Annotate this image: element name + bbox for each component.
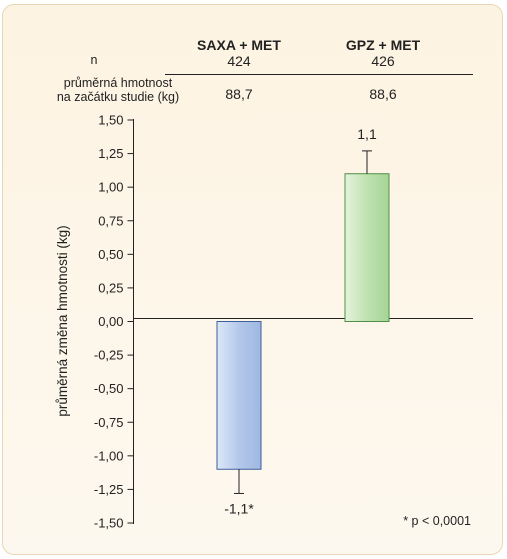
significance-footnote: * p < 0,0001 [403, 514, 471, 528]
y-tick-label: -1,50 [94, 516, 124, 531]
bar-0 [216, 321, 262, 470]
y-tick-label: 1,25 [98, 146, 123, 161]
chart-frame: SAXA + MET GPZ + MET n 424 426 průměrná … [2, 4, 503, 555]
y-tick-label: -0,75 [94, 415, 124, 430]
category-header-0: SAXA + MET [197, 37, 281, 53]
bar-chart: SAXA + MET GPZ + MET n 424 426 průměrná … [55, 37, 473, 531]
y-tick-label: 1,00 [98, 180, 123, 195]
bar-1 [344, 173, 390, 322]
n-label: n [91, 53, 98, 67]
y-tick-label: -1,00 [94, 448, 124, 463]
y-axis-title: průměrná změna hmotnosti (kg) [55, 225, 70, 416]
baseline-weight-label-line1: průměrná hmotnost [64, 76, 173, 90]
y-tick-label: -0,25 [94, 348, 124, 363]
y-tick-label: -0,50 [94, 381, 124, 396]
y-tick-label: 1,50 [98, 113, 123, 128]
y-tick-label: 0,25 [98, 280, 123, 295]
y-tick-label: 0,50 [98, 247, 123, 262]
value-label-1: 1,1 [357, 126, 377, 142]
y-tick-label: -1,25 [94, 482, 124, 497]
category-header-1: GPZ + MET [346, 37, 421, 53]
y-tick-label: 0,00 [98, 314, 123, 329]
n-value-0: 424 [227, 53, 251, 69]
n-value-1: 426 [371, 53, 395, 69]
baseline-weight-label-line2: na začátku studie (kg) [57, 90, 179, 104]
y-tick-label: 0,75 [98, 213, 123, 228]
value-label-0: -1,1* [224, 500, 254, 516]
baseline-weight-value-0: 88,7 [225, 86, 252, 102]
baseline-weight-value-1: 88,6 [369, 86, 396, 102]
